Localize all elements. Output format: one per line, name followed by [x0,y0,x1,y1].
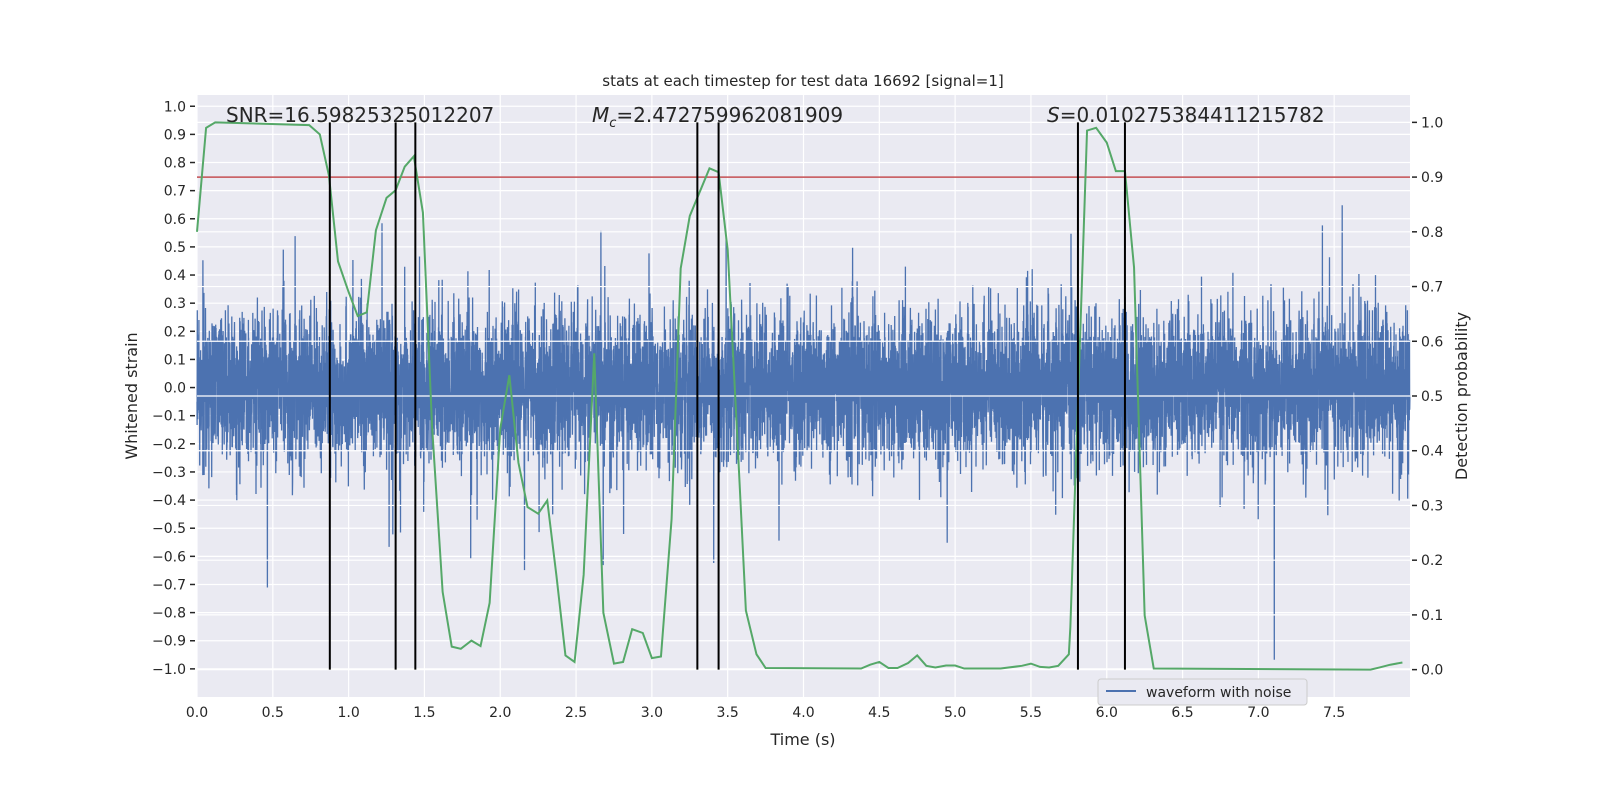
x-tick-label: 0.5 [262,705,284,721]
detection-probability-line [196,121,1403,671]
waveform-with-noise-line [196,205,1411,660]
y-right-tick-label: 0.1 [1421,608,1443,624]
y-tick-label: 0.3 [164,296,186,312]
y-right-tick-label: 0.9 [1421,170,1443,186]
grid-right-axis [197,121,1410,671]
legend-box [1097,678,1308,706]
overlay-layer [196,121,1410,671]
y-tick-label: −1.0 [152,662,186,678]
s-annotation: S=0.010275384411215782 [1047,103,1325,127]
y-tick-label: 0.4 [164,268,186,284]
x-tick-label: 4.5 [868,705,890,721]
x-tick-label: 6.0 [1096,705,1118,721]
y-tick-label: −0.3 [152,465,186,481]
x-tick-label: 7.0 [1247,705,1269,721]
mc-symbol: M [592,103,609,127]
waveform-layer [196,205,1411,660]
y-tick-label: 0.2 [164,324,186,340]
y-right-tick-label: 1.0 [1421,115,1443,131]
mc-subscript: c [609,116,616,131]
chart-title: stats at each timestep for test data 166… [602,72,1003,90]
x-tick-label: 0.0 [186,705,208,721]
y-tick-label: −0.5 [152,521,186,537]
y-tick-label: 0.8 [164,156,186,172]
x-tick-label: 3.0 [641,705,663,721]
y-right-tick-label: 0.3 [1421,498,1443,514]
x-tick-label: 3.5 [717,705,739,721]
tick-labels: 0.0 0.5 1.0 1.5 2.0 2.5 3.0 3.5 4.0 4.5 5.0 5.5 6.0 6… [152,99,1443,721]
legend-label-waveform: waveform with noise [1146,685,1291,701]
s-value: =0.010275384411215782 [1060,103,1325,127]
y-axis-right-label: Detection probability [1452,312,1471,480]
y-tick-label: −0.8 [152,606,186,622]
y-tick-label: −0.1 [152,409,186,425]
s-symbol: S [1047,103,1060,127]
mc-value: =2.472759962081909 [616,103,843,127]
x-tick-label: 5.0 [944,705,966,721]
y-axis-label: Whitened strain [122,332,141,459]
y-tick-label: 0.9 [164,127,186,143]
y-tick-label: 1.0 [164,99,186,115]
y-right-tick-label: 0.0 [1421,663,1443,679]
x-tick-label: 1.0 [337,705,359,721]
y-right-tick-label: 0.8 [1421,225,1443,241]
y-tick-label: 0.6 [164,212,186,228]
x-tick-label: 1.5 [413,705,435,721]
y-right-tick-label: 0.4 [1421,444,1443,460]
y-right-tick-label: 0.7 [1421,280,1443,296]
y-tick-label: −0.6 [152,549,186,565]
snr-annotation: SNR=16.59825325012207 [226,103,494,127]
legend: waveform with noise [1097,678,1308,706]
y-tick-label: 0.5 [164,240,186,256]
y-tick-label: 0.0 [164,381,186,397]
x-tick-label: 5.5 [1020,705,1042,721]
x-tick-label: 2.5 [565,705,587,721]
x-tick-label: 2.0 [489,705,511,721]
chirp-mass-annotation: Mc=2.472759962081909 [592,103,843,131]
y-tick-label: −0.4 [152,493,186,509]
x-tick-label: 4.0 [792,705,814,721]
y-tick-label: −0.9 [152,634,186,650]
y-tick-label: −0.2 [152,437,186,453]
x-axis-label: Time (s) [769,730,835,749]
x-tick-label: 6.5 [1171,705,1193,721]
y-right-tick-label: 0.2 [1421,553,1443,569]
y-right-tick-label: 0.5 [1421,389,1443,405]
x-tick-label: 7.5 [1323,705,1345,721]
y-tick-label: 0.7 [164,184,186,200]
y-right-tick-label: 0.6 [1421,334,1443,350]
y-tick-label: 0.1 [164,352,186,368]
y-tick-label: −0.7 [152,577,186,593]
